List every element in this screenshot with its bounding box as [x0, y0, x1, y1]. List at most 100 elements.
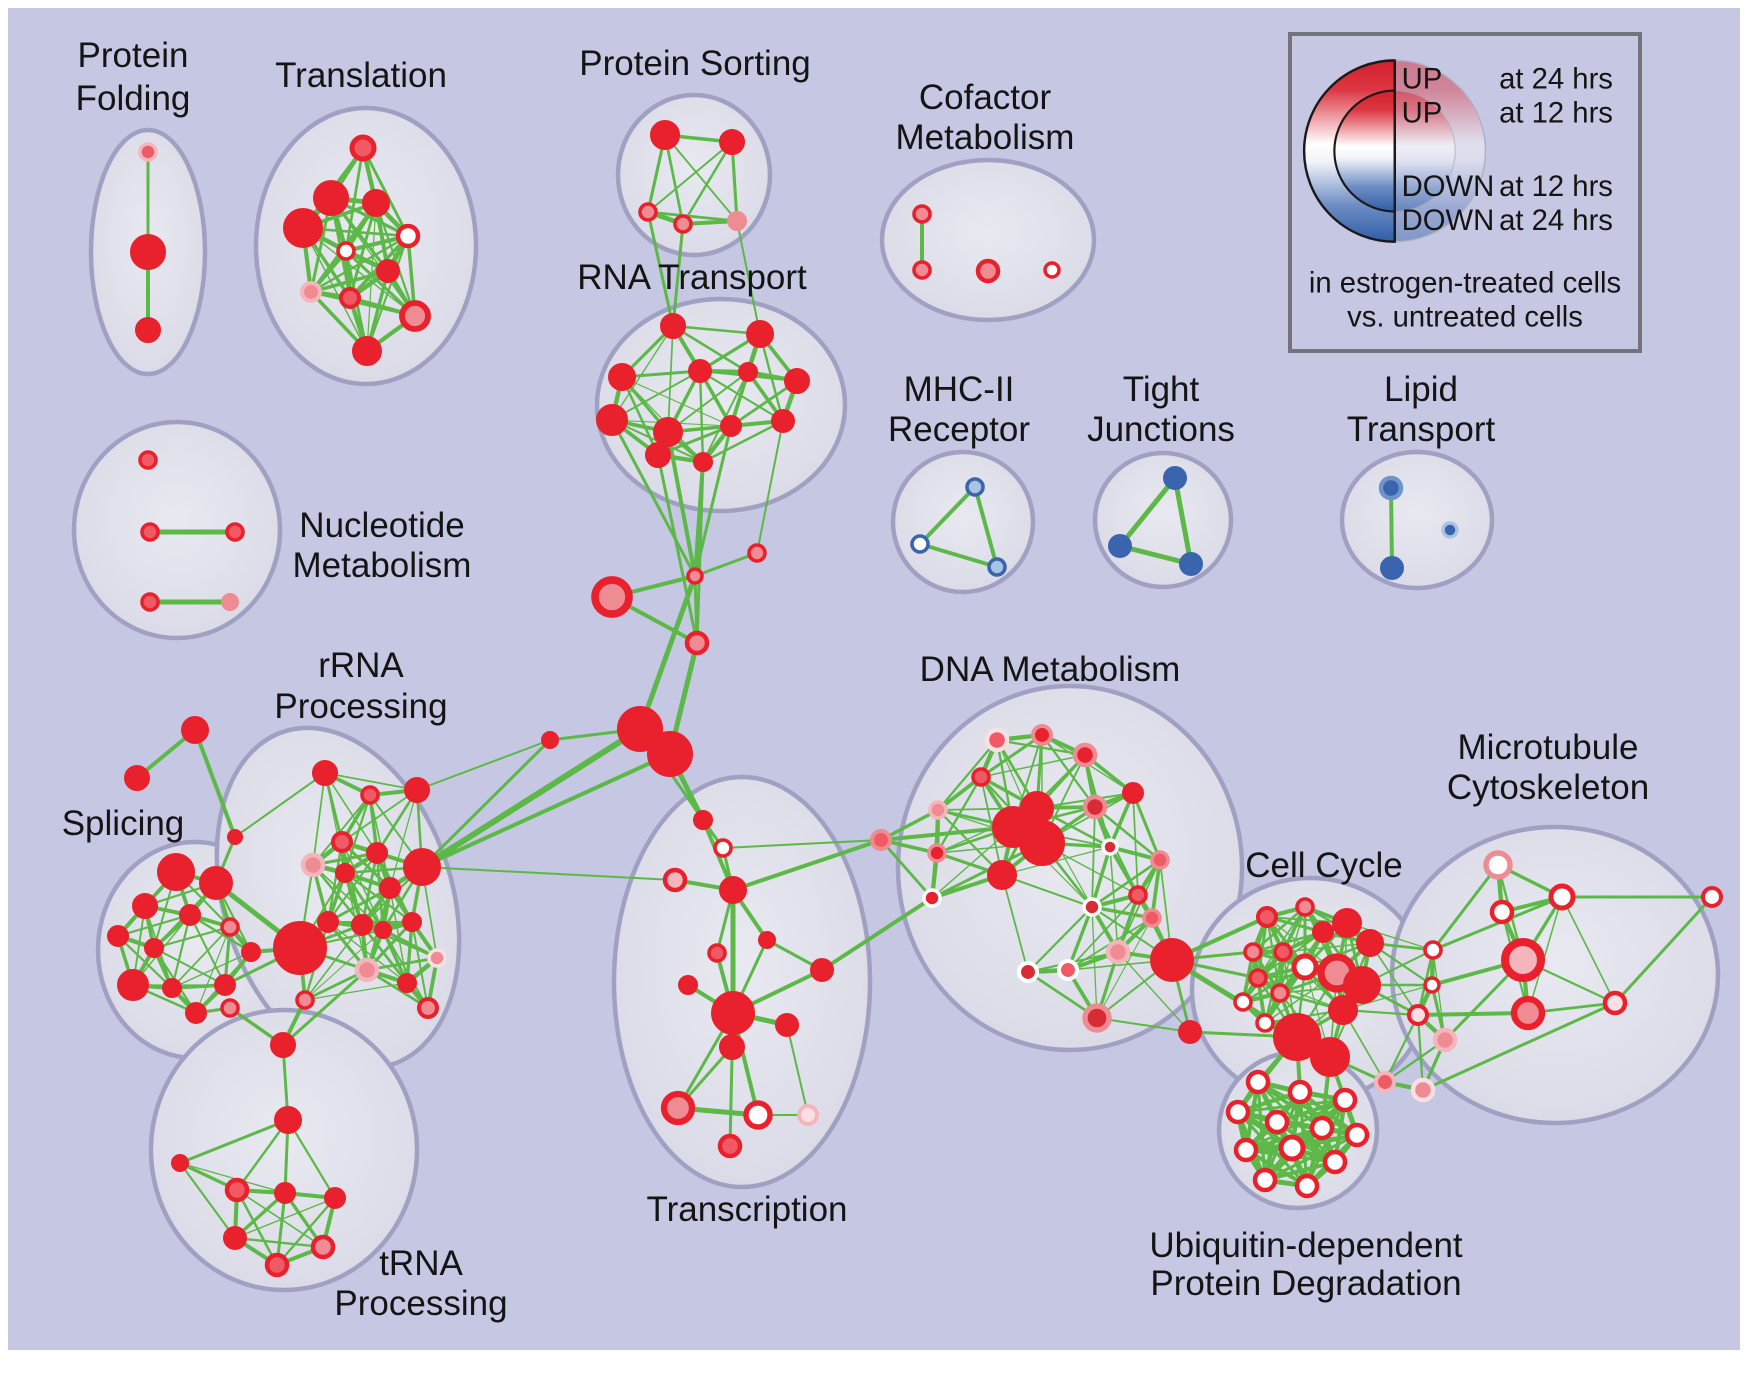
- cluster-tight-junctions: [1092, 450, 1234, 590]
- node-rr10: [351, 914, 373, 936]
- edge: [610, 418, 697, 578]
- edge: [304, 924, 363, 1001]
- legend-footer-line1: in estrogen-treated cells: [1309, 267, 1621, 299]
- edge: [153, 926, 231, 949]
- node-ub8: [1233, 1137, 1259, 1163]
- node-ch3: [591, 576, 633, 618]
- node-ub10: [1322, 1149, 1348, 1175]
- edge: [171, 951, 252, 989]
- edge: [1172, 475, 1194, 567]
- node-tt3: [662, 867, 688, 893]
- cluster-label-protein-folding: Protein Folding: [76, 36, 191, 118]
- node-mt7: [1700, 885, 1724, 909]
- edge: [281, 968, 369, 1047]
- node-cc8: [1291, 953, 1319, 981]
- edge: [671, 222, 685, 328]
- node-tq3: [324, 1187, 346, 1209]
- node-cc12: [1270, 983, 1290, 1003]
- node-mid1: [541, 731, 559, 749]
- edge: [1001, 874, 1029, 973]
- edge: [646, 210, 675, 328]
- node-cc13: [1233, 992, 1253, 1012]
- node-p4: [673, 214, 693, 234]
- node-ub3: [1332, 1087, 1358, 1113]
- edge: [304, 982, 408, 1001]
- node-r5: [738, 362, 758, 382]
- edge: [730, 140, 739, 223]
- cluster-mhc-ii-receptor: [890, 449, 1036, 595]
- edge: [361, 146, 410, 238]
- cluster-transcription: [611, 774, 873, 1190]
- node-cc7: [1273, 942, 1293, 962]
- edge: [324, 772, 378, 854]
- node-cc11: [1248, 968, 1268, 988]
- node-rr17: [295, 990, 315, 1010]
- edge: [1369, 942, 1419, 1016]
- node-t5: [395, 223, 421, 249]
- node-pf2: [130, 234, 166, 270]
- edge: [275, 1196, 337, 1267]
- node-cc5: [1356, 929, 1384, 957]
- node-r6: [784, 368, 810, 394]
- edge: [1091, 806, 1096, 908]
- node-p3: [638, 202, 658, 222]
- node-x3: [227, 829, 243, 845]
- edge: [286, 1118, 337, 1200]
- edge: [667, 325, 674, 433]
- edge: [701, 419, 785, 464]
- node-cc19: [1423, 976, 1441, 994]
- node-cc16: [1273, 1013, 1321, 1061]
- node-m2: [910, 534, 930, 554]
- edge: [326, 851, 379, 924]
- node-x2: [124, 765, 150, 791]
- cluster-protein-sorting: [615, 92, 773, 258]
- edge: [1096, 1017, 1191, 1033]
- edge: [1117, 951, 1191, 1033]
- node-cc23: [1410, 1077, 1436, 1103]
- node-rr8: [379, 877, 401, 899]
- cluster-label-nucleotide-metabolism: Nucleotide Metabolism: [293, 506, 472, 585]
- edge: [178, 1118, 290, 1165]
- cluster-labels: Protein Folding Translation Protein Sorting…: [62, 36, 1649, 1323]
- node-mt1: [1483, 850, 1513, 880]
- node-tn_iso: [171, 1154, 189, 1172]
- node-r9: [720, 415, 742, 437]
- node-tt6: [707, 943, 727, 963]
- node-tn_up: [270, 1032, 296, 1058]
- node-dm20: [1105, 939, 1131, 965]
- edge: [1093, 805, 1162, 862]
- node-r7: [596, 404, 628, 436]
- node-ub6: [1309, 1115, 1335, 1141]
- cluster-cofactor-metabolism: [879, 157, 1097, 323]
- edge: [312, 772, 326, 866]
- nodes: [107, 120, 1724, 1278]
- node-mt3: [1489, 899, 1515, 925]
- node-dmw: [922, 888, 942, 908]
- node-rr1: [312, 760, 338, 786]
- node-cc14: [1255, 1013, 1275, 1033]
- edge: [681, 140, 734, 226]
- node-tt2: [713, 838, 733, 858]
- cluster-label-cell-cycle: Cell Cycle: [1245, 846, 1403, 885]
- node-l3: [1441, 521, 1459, 539]
- edge: [620, 375, 660, 457]
- edge: [936, 738, 999, 812]
- edge: [611, 325, 674, 421]
- edge: [786, 1024, 809, 1116]
- node-tt14: [796, 1103, 820, 1127]
- legend-box: UP at 24 hrs UP at 12 hrs DOWN at 12 hrs…: [1288, 32, 1642, 353]
- node-rr5: [300, 852, 326, 878]
- edge: [416, 739, 551, 791]
- edge: [1383, 1013, 1420, 1084]
- node-dm12: [1101, 838, 1119, 856]
- node-t6: [336, 241, 356, 261]
- legend-inner-circle-right-icon: [1394, 90, 1456, 213]
- node-n5: [221, 593, 239, 611]
- legend-glyph: UP at 24 hrs UP at 12 hrs DOWN at 12 hrs…: [1302, 59, 1621, 334]
- edge: [326, 840, 344, 924]
- edge: [411, 921, 429, 1009]
- legend-row-word: DOWN: [1402, 171, 1495, 203]
- edge: [420, 738, 552, 869]
- node-s9: [162, 978, 182, 998]
